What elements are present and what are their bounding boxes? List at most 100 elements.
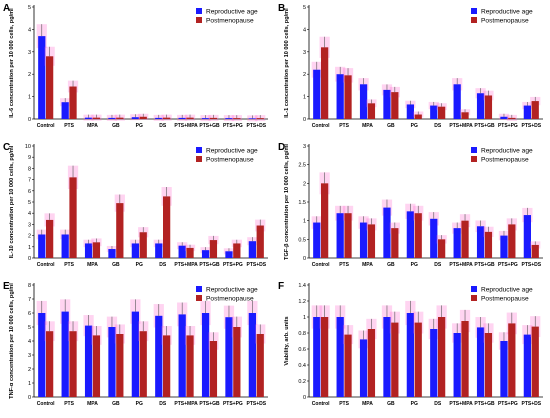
bar-c-postmenopause-7 xyxy=(209,240,218,258)
y-tick-label-f: 1 xyxy=(303,315,306,321)
bar-e-postmenopause-6 xyxy=(186,335,194,397)
bar-e-postmenopause-7 xyxy=(209,341,218,397)
bar-f-postmenopause-1 xyxy=(344,334,352,397)
bar-a-reproductive-9 xyxy=(248,118,256,119)
bar-c-postmenopause-6 xyxy=(186,247,194,258)
category-label-f: DS xyxy=(434,401,442,407)
chart-panel-a: A IL-6 concentration per 10 000 cells, pg… xyxy=(0,0,275,139)
chart-panel-e: E TNF-α concentration per 10 000 cells, p… xyxy=(0,278,275,417)
category-label-d: PTS+MPA xyxy=(449,262,473,268)
y-tick-label-f: 1.4 xyxy=(298,283,306,289)
bar-d-postmenopause-9 xyxy=(531,244,539,258)
bar-f-reproductive-7 xyxy=(476,327,485,397)
bar-d-reproductive-8 xyxy=(500,235,508,258)
bar-a-reproductive-8 xyxy=(225,118,233,119)
y-tick-label-c: 4 xyxy=(28,211,31,217)
bar-d-postmenopause-8 xyxy=(508,224,516,258)
y-tick-label-c: 2 xyxy=(28,234,31,240)
y-tick-label-e: 5 xyxy=(28,325,31,331)
legend-swatch-d-postmenopause xyxy=(471,156,477,162)
y-tick-label-e: 2 xyxy=(28,367,31,373)
category-label-d: PTS xyxy=(339,262,349,268)
legend-swatch-a-reproductive xyxy=(196,8,202,14)
category-label-f: PTS+GB xyxy=(474,401,495,407)
y-tick-label-e: 4 xyxy=(28,339,31,345)
legend-label-c-reproductive: Reproductive age xyxy=(206,148,258,155)
bar-e-reproductive-7 xyxy=(201,313,210,397)
bar-c-reproductive-4 xyxy=(131,243,139,258)
chart-panel-c: C IL-10 concentration per 10 000 cells, p… xyxy=(0,139,275,278)
bar-f-reproductive-8 xyxy=(500,341,508,397)
y-tick-label-a: 5 xyxy=(28,5,31,11)
panel-letter-b: B xyxy=(278,3,285,14)
bar-d-reproductive-6 xyxy=(453,228,461,258)
y-tick-label-e: 3 xyxy=(28,353,31,359)
bar-a-reproductive-0 xyxy=(38,36,46,120)
y-tick-label-c: 6 xyxy=(28,189,31,195)
category-label-d: GB xyxy=(387,262,395,268)
bar-f-postmenopause-4 xyxy=(414,322,422,397)
bar-b-postmenopause-0 xyxy=(321,47,329,119)
y-tick-label-f: 0.8 xyxy=(298,331,306,337)
category-label-b: Control xyxy=(312,123,330,129)
bar-d-postmenopause-6 xyxy=(461,220,469,258)
legend-label-d-postmenopause: Postmenopause xyxy=(481,157,529,164)
category-label-e: PG xyxy=(136,401,143,407)
bar-e-reproductive-9 xyxy=(248,313,256,397)
category-label-c: PG xyxy=(136,262,143,268)
category-label-d: PTS+GB xyxy=(474,262,495,268)
bar-b-reproductive-3 xyxy=(383,89,391,119)
category-label-d: PTS+PG xyxy=(498,262,518,268)
category-label-f: PTS+MPA xyxy=(449,401,473,407)
legend-label-f-reproductive: Reproductive age xyxy=(481,287,533,294)
bar-c-postmenopause-0 xyxy=(46,219,54,258)
bar-c-reproductive-6 xyxy=(178,245,186,258)
y-tick-label-c: 0 xyxy=(28,256,31,262)
y-tick-label-b: 1 xyxy=(303,95,306,101)
bar-c-reproductive-5 xyxy=(155,243,163,258)
bar-f-postmenopause-6 xyxy=(461,321,469,397)
chart-panel-f: F Viability, arb. units 0 0.2 0.4 0.6 0.8 1 1.2 1… xyxy=(275,278,550,417)
bar-f-reproductive-0 xyxy=(313,317,321,397)
bar-d-reproductive-7 xyxy=(476,226,485,258)
bar-d-reproductive-1 xyxy=(336,213,344,258)
bar-b-postmenopause-3 xyxy=(391,92,399,119)
y-tick-label-e: 0 xyxy=(28,395,31,401)
bar-d-reproductive-4 xyxy=(406,211,414,258)
bar-a-postmenopause-1 xyxy=(69,86,77,119)
y-tick-label-c: 1 xyxy=(28,245,31,251)
chart-panel-b: B IL-1 concentration per 10 000 cells, pg… xyxy=(275,0,550,139)
y-tick-label-e: 7 xyxy=(28,297,31,303)
category-label-b: DS xyxy=(434,123,442,129)
category-label-c: DS xyxy=(159,262,167,268)
category-label-e: PTS+DS xyxy=(247,401,267,407)
category-label-d: PTS+DS xyxy=(522,262,542,268)
y-tick-label-a: 3 xyxy=(28,50,31,56)
y-tick-label-a: 4 xyxy=(28,27,31,33)
bar-f-reproductive-4 xyxy=(406,313,414,397)
category-label-e: PTS xyxy=(64,401,74,407)
legend-label-d-reproductive: Reproductive age xyxy=(481,148,533,155)
legend-swatch-d-reproductive xyxy=(471,147,477,153)
chart-b: BIL-1 concentration per 10 000 cells, pg… xyxy=(278,3,543,129)
bar-b-reproductive-0 xyxy=(313,69,321,119)
legend-label-e-postmenopause: Postmenopause xyxy=(206,296,254,303)
bar-d-reproductive-5 xyxy=(430,218,438,258)
bar-c-postmenopause-3 xyxy=(116,203,124,258)
legend-label-b-postmenopause: Postmenopause xyxy=(481,18,529,25)
y-tick-label-b: 2 xyxy=(303,72,306,78)
bar-f-postmenopause-7 xyxy=(484,333,493,397)
bar-f-reproductive-5 xyxy=(430,329,438,397)
category-label-b: PTS xyxy=(339,123,349,129)
y-tick-label-c: 9 xyxy=(28,155,31,161)
bar-b-postmenopause-5 xyxy=(438,106,446,119)
chart-c: CIL-10 concentration per 10 000 cells, p… xyxy=(3,142,268,268)
bar-d-postmenopause-1 xyxy=(344,213,352,258)
y-axis-label-d: TGF-β concentration per 10 000 cells, pg… xyxy=(284,144,290,260)
bar-a-reproductive-7 xyxy=(201,118,210,119)
y-tick-label-c: 7 xyxy=(28,178,31,184)
y-tick-label-c: 3 xyxy=(28,222,31,228)
category-label-a: MPA xyxy=(87,123,98,129)
y-tick-label-d: 0 xyxy=(303,256,306,262)
category-label-a: PTS xyxy=(64,123,74,129)
